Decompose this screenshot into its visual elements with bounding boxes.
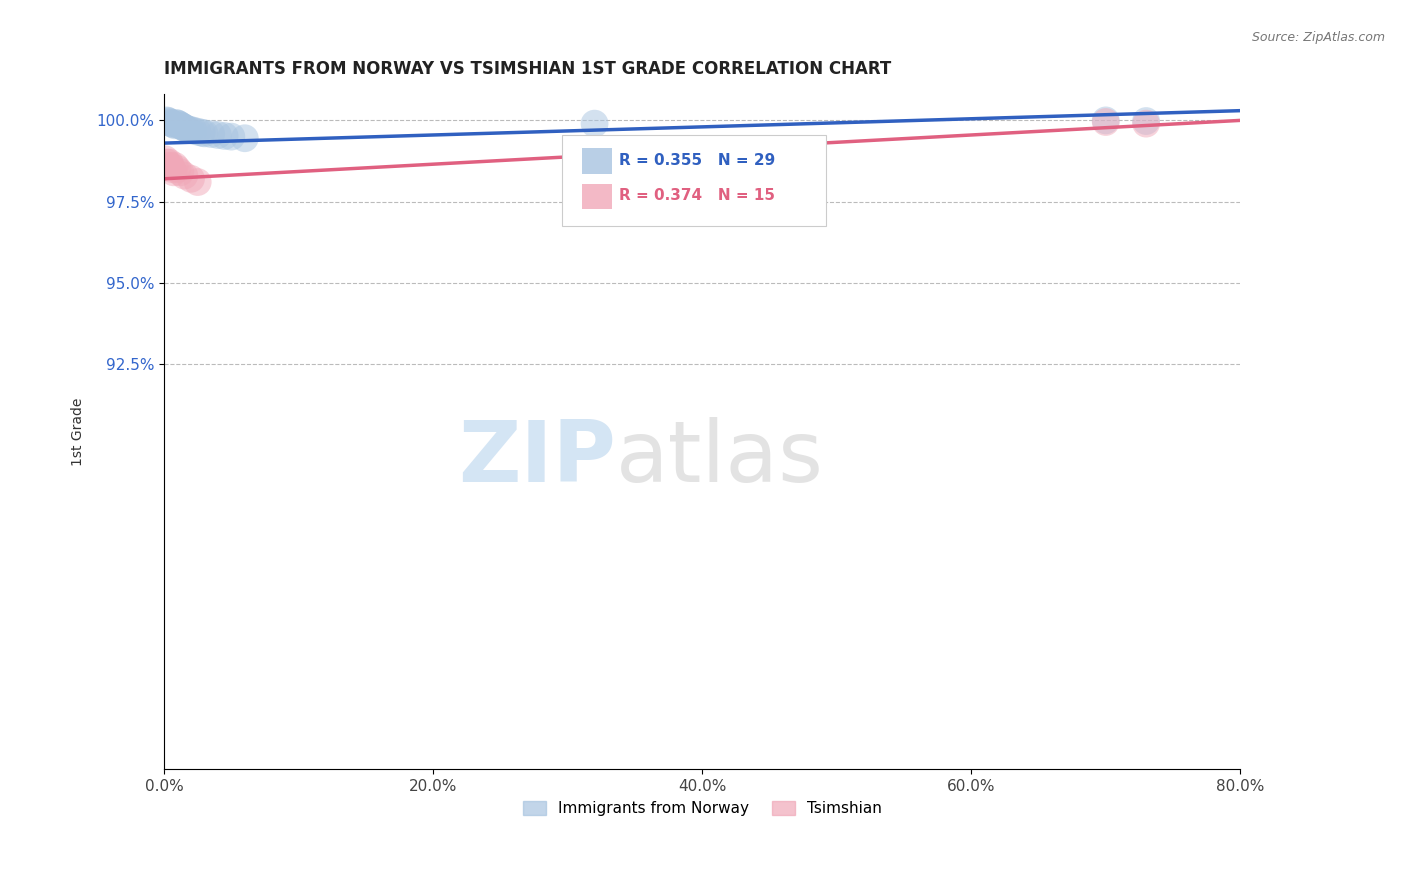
Text: Source: ZipAtlas.com: Source: ZipAtlas.com bbox=[1251, 31, 1385, 45]
Text: IMMIGRANTS FROM NORWAY VS TSIMSHIAN 1ST GRADE CORRELATION CHART: IMMIGRANTS FROM NORWAY VS TSIMSHIAN 1ST … bbox=[165, 60, 891, 78]
Point bbox=[190, 126, 212, 140]
Point bbox=[157, 114, 180, 128]
Point bbox=[156, 155, 179, 169]
Point bbox=[200, 127, 222, 141]
Point bbox=[166, 162, 188, 177]
Point bbox=[163, 118, 186, 132]
Point bbox=[233, 131, 256, 145]
Text: R = 0.374   N = 15: R = 0.374 N = 15 bbox=[619, 188, 775, 203]
Point bbox=[183, 124, 205, 138]
Bar bbox=[582, 148, 612, 174]
Point bbox=[1094, 113, 1116, 128]
Bar bbox=[582, 184, 612, 209]
Point bbox=[187, 125, 209, 139]
Point bbox=[162, 165, 184, 179]
Point bbox=[159, 115, 181, 129]
Point bbox=[221, 129, 243, 144]
Text: atlas: atlas bbox=[616, 417, 824, 500]
FancyBboxPatch shape bbox=[562, 135, 825, 226]
Point bbox=[157, 159, 180, 173]
Point bbox=[193, 127, 215, 141]
Point bbox=[180, 171, 202, 186]
Point bbox=[170, 120, 193, 134]
Point bbox=[583, 117, 606, 131]
Point bbox=[180, 123, 202, 137]
Point bbox=[1135, 117, 1157, 131]
Point bbox=[163, 159, 186, 173]
Point bbox=[155, 153, 177, 167]
Point bbox=[173, 120, 195, 135]
Point bbox=[169, 165, 191, 179]
Point bbox=[177, 122, 200, 136]
Point bbox=[166, 117, 188, 131]
Point bbox=[167, 117, 190, 131]
Point bbox=[165, 116, 187, 130]
Text: ZIP: ZIP bbox=[458, 417, 616, 500]
Y-axis label: 1st Grade: 1st Grade bbox=[72, 398, 86, 466]
Point bbox=[156, 113, 179, 128]
Point bbox=[159, 116, 181, 130]
Point bbox=[214, 128, 236, 143]
Point bbox=[173, 169, 195, 183]
Point bbox=[160, 162, 183, 177]
Point bbox=[162, 117, 184, 131]
Point bbox=[1135, 114, 1157, 128]
Point bbox=[159, 159, 181, 173]
Point bbox=[160, 117, 183, 131]
Point bbox=[174, 121, 197, 136]
Point bbox=[1094, 115, 1116, 129]
Point bbox=[169, 118, 191, 132]
Legend: Immigrants from Norway, Tsimshian: Immigrants from Norway, Tsimshian bbox=[516, 795, 887, 822]
Point bbox=[172, 120, 194, 134]
Point bbox=[207, 128, 229, 142]
Text: R = 0.355   N = 29: R = 0.355 N = 29 bbox=[619, 153, 776, 168]
Point bbox=[187, 175, 209, 189]
Point bbox=[159, 155, 181, 169]
